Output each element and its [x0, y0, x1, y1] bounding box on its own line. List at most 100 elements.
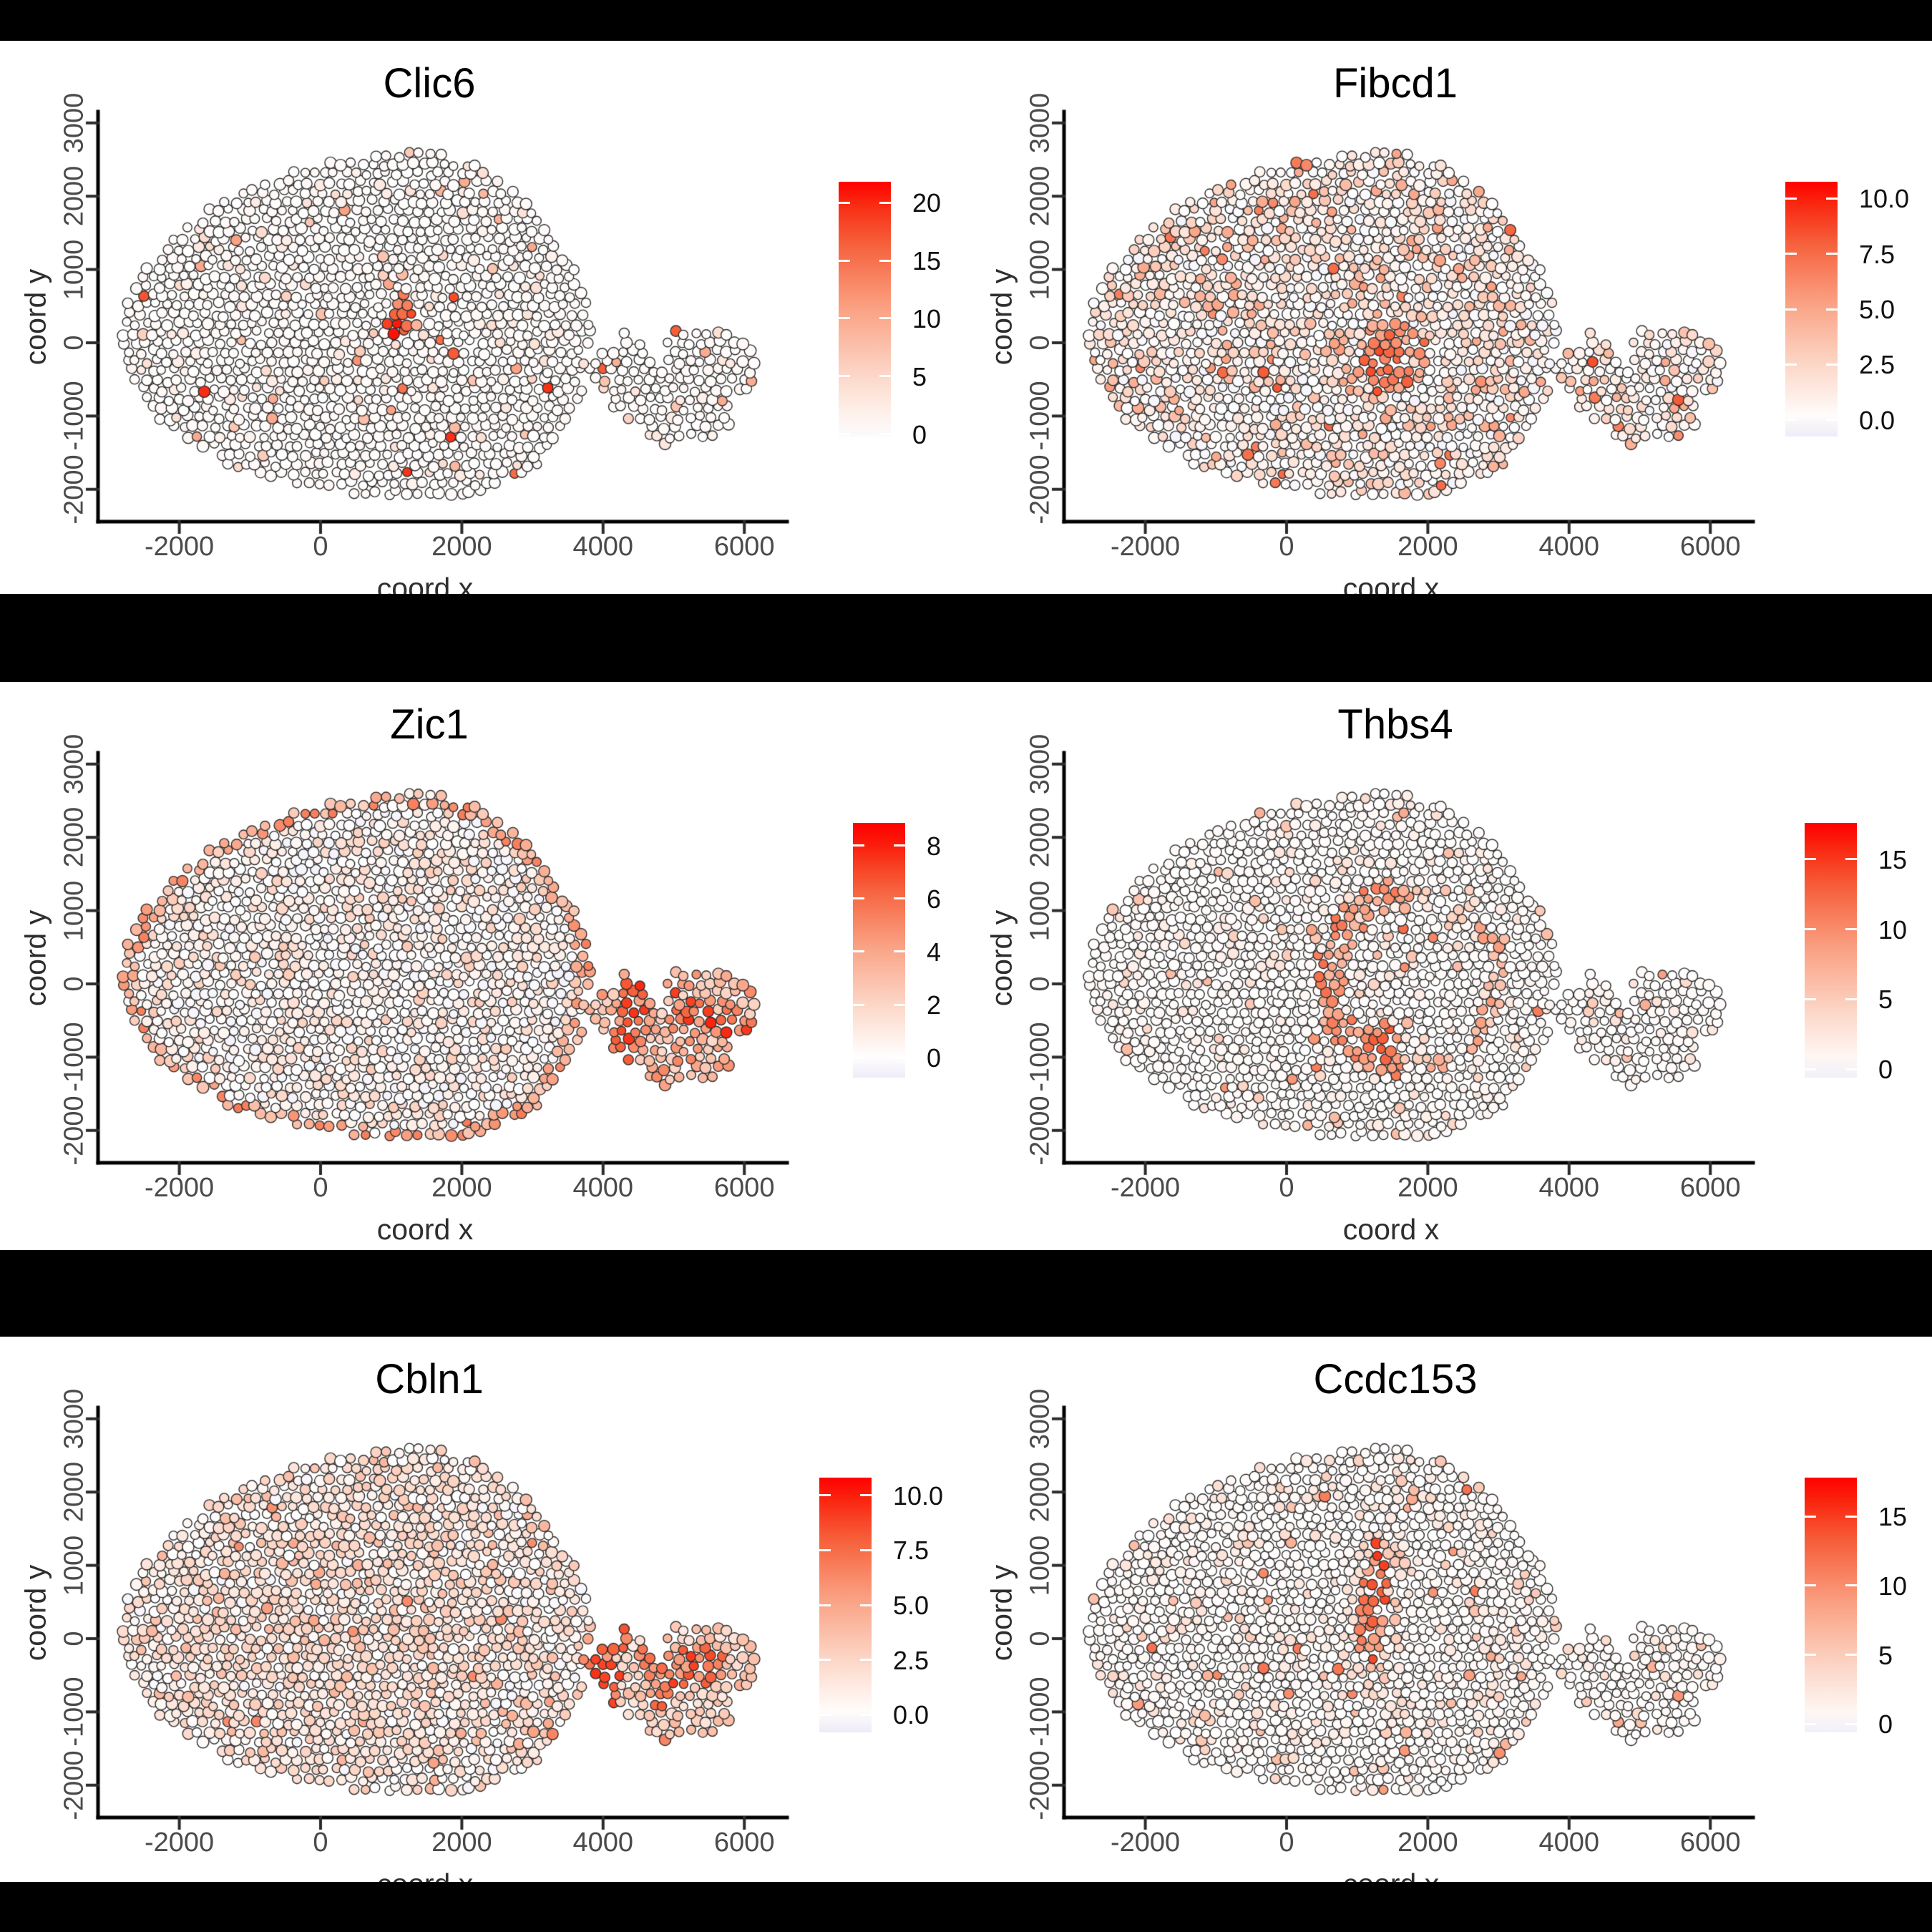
colorbar-tick-label: 0.0	[1859, 405, 1896, 435]
colorbar-tick-mark	[853, 897, 864, 900]
y-tick-label: 2000	[1025, 165, 1055, 227]
x-tick-label: 4000	[572, 1173, 634, 1203]
colorbar-tick-mark	[860, 1494, 872, 1497]
colorbar-tick-mark	[879, 259, 891, 262]
colorbar-tick-mark	[1845, 1515, 1857, 1518]
y-axis-title: coord y	[19, 1564, 52, 1661]
x-tick-label: 6000	[1679, 1173, 1741, 1203]
spatial-feature-panel-thbs4: Thbs4 coord x coord y -2000 0 2000 4000 6000…	[966, 682, 1932, 1250]
colorbar-tick-label: 5	[1878, 985, 1893, 1015]
y-tick-label: 0	[59, 1631, 89, 1646]
spatial-feature-panel-fibcd1: Fibcd1 coord x coord y -2000 0 2000 4000 600…	[966, 41, 1932, 594]
colorbar-tick-label: 10	[912, 303, 942, 333]
colorbar-tick-mark	[879, 375, 891, 378]
colorbar-tick-mark	[1805, 1722, 1816, 1725]
spatial-feature-panel-ccdc153: Ccdc153 coord x coord y -2000 0 2000 4000 60…	[966, 1337, 1932, 1882]
x-tick-label: 6000	[713, 1173, 775, 1203]
colorbar-tick-label: 6	[927, 884, 942, 914]
colorbar-gradient	[839, 182, 891, 436]
colorbar-tick-mark	[894, 897, 905, 900]
x-tick-label: -2000	[144, 1173, 215, 1203]
colorbar-tick-mark	[839, 375, 850, 378]
x-tick-label: 4000	[572, 1828, 634, 1858]
x-tick-label: 0	[1279, 1828, 1294, 1858]
colorbar-tick-label: 2.5	[1859, 350, 1896, 380]
colorbar-tick-label: 8	[927, 831, 942, 861]
x-axis-title: coord x	[1342, 1213, 1440, 1246]
y-tick-label: 1000	[1025, 239, 1055, 300]
x-tick-label: 0	[1279, 532, 1294, 562]
y-tick-label: -2000	[1025, 1750, 1055, 1820]
x-tick-label: 2000	[1397, 1173, 1458, 1203]
y-tick-label: 0	[1025, 976, 1055, 992]
colorbar-tick-mark	[879, 201, 891, 204]
colorbar-tick-label: 5	[1878, 1640, 1893, 1670]
spatial-feature-panel-cbln1: Cbln1 coord x coord y -2000 0 2000 4000 6000…	[0, 1337, 966, 1882]
y-tick-label: 0	[1025, 1631, 1055, 1646]
panel-title: Zic1	[390, 701, 469, 748]
colorbar-tick-mark	[1845, 1654, 1857, 1657]
x-tick-label: 4000	[1538, 1173, 1600, 1203]
colorbar-tick-mark	[839, 259, 850, 262]
colorbar-tick-mark	[860, 1548, 872, 1551]
y-tick-label: -2000	[59, 1096, 89, 1166]
y-tick-label: 1000	[59, 239, 89, 300]
cell-scatter-canvas	[966, 1337, 1932, 1882]
colorbar-tick-mark	[894, 1003, 905, 1006]
colorbar-tick-mark	[839, 201, 850, 204]
y-axis-title: coord y	[985, 909, 1018, 1006]
colorbar-tick-label: 4	[927, 937, 942, 967]
colorbar-tick-mark	[1845, 1584, 1857, 1587]
cell-scatter-canvas	[966, 682, 1932, 1250]
x-axis-title: coord x	[376, 572, 474, 594]
y-tick-label: 3000	[59, 1388, 89, 1450]
x-tick-label: 6000	[1679, 1828, 1741, 1858]
colorbar-tick-mark	[839, 433, 850, 436]
panel-title: Clic6	[383, 60, 476, 107]
y-tick-label: 0	[59, 335, 89, 351]
colorbar-tick-mark	[860, 1713, 872, 1716]
x-tick-label: -2000	[1110, 532, 1181, 562]
colorbar-tick-label: 2.5	[893, 1645, 930, 1675]
x-tick-label: -2000	[144, 532, 215, 562]
colorbar-tick-mark	[1845, 997, 1857, 1000]
panel-title: Ccdc153	[1313, 1356, 1478, 1402]
colorbar-tick-mark	[1805, 858, 1816, 861]
x-tick-label: 2000	[1397, 532, 1458, 562]
colorbar-tick-mark	[1805, 1068, 1816, 1070]
colorbar-tick-mark	[894, 950, 905, 953]
y-tick-label: -2000	[59, 1750, 89, 1820]
colorbar-tick-label: 15	[1878, 1502, 1908, 1532]
y-tick-label: 2000	[1025, 1461, 1055, 1523]
y-axis-title: coord y	[19, 909, 52, 1006]
spatial-feature-panel-clic6: Clic6 coord x coord y -2000 0 2000 4000 6000…	[0, 41, 966, 594]
colorbar-tick-label: 5	[912, 361, 927, 391]
y-axis-title: coord y	[19, 268, 52, 365]
y-tick-label: 3000	[1025, 733, 1055, 795]
colorbar-tick-label: 0	[1878, 1709, 1893, 1740]
y-tick-label: 3000	[1025, 1388, 1055, 1450]
colorbar-tick-mark	[1826, 363, 1838, 366]
y-tick-label: -1000	[1025, 1022, 1055, 1092]
y-tick-label: 2000	[59, 806, 89, 868]
x-axis-title: coord x	[377, 1868, 473, 1882]
colorbar-tick-mark	[879, 433, 891, 436]
colorbar-tick-label: 10	[1878, 914, 1908, 945]
x-tick-label: -2000	[1110, 1828, 1181, 1858]
y-tick-label: 1000	[1025, 880, 1055, 941]
y-tick-label: -2000	[1025, 454, 1055, 525]
y-tick-label: 3000	[1025, 92, 1055, 154]
colorbar-tick-label: 5.0	[1859, 295, 1896, 324]
x-tick-label: -2000	[1110, 1173, 1181, 1203]
y-tick-label: -2000	[59, 454, 89, 525]
colorbar-tick-label: 15	[1878, 844, 1908, 874]
colorbar-tick-mark	[819, 1659, 831, 1662]
colorbar-tick-mark	[894, 1056, 905, 1059]
colorbar-tick-mark	[1785, 253, 1797, 255]
y-tick-label: 2000	[59, 1461, 89, 1523]
colorbar-tick-label: 2	[927, 990, 942, 1020]
colorbar-tick-label: 0.0	[893, 1700, 930, 1730]
spatial-feature-panel-zic1: Zic1 coord x coord y -2000 0 2000 4000 6000 …	[0, 682, 966, 1250]
colorbar-tick-mark	[1845, 928, 1857, 931]
colorbar-tick-mark	[1845, 1722, 1857, 1725]
